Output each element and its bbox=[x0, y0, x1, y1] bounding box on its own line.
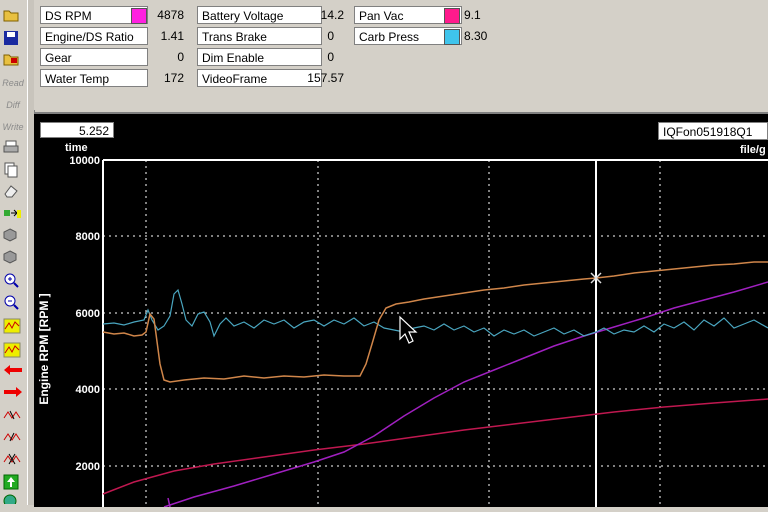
carb-press-trace bbox=[102, 288, 768, 338]
zoom-out-icon[interactable] bbox=[3, 294, 23, 312]
cursor-wave-icon[interactable] bbox=[3, 408, 23, 426]
channel-label-video-frame[interactable]: VideoFrame bbox=[197, 69, 322, 87]
channel-readout-panel: DS RPM 4878 Engine/DS Ratio 1.41 Gear 0 … bbox=[34, 0, 768, 110]
open-folder-icon[interactable] bbox=[3, 8, 23, 26]
arrow-left-icon[interactable] bbox=[3, 364, 23, 382]
horizontal-grid bbox=[103, 235, 768, 467]
hexagon-icon[interactable] bbox=[3, 228, 23, 246]
channel-label-water-temp[interactable]: Water Temp bbox=[40, 69, 148, 87]
zoom-in-icon[interactable] bbox=[3, 272, 23, 290]
green-up-icon[interactable] bbox=[3, 474, 23, 492]
y-tick-label: 4000 bbox=[76, 384, 100, 396]
channel-label-battery-voltage[interactable]: Battery Voltage bbox=[197, 6, 322, 24]
marker-x-icon[interactable] bbox=[3, 452, 23, 470]
channel-label-engine-ds-ratio[interactable]: Engine/DS Ratio bbox=[40, 27, 148, 45]
read-button[interactable]: Read bbox=[2, 78, 24, 88]
channel-value-dim-enable: 0 bbox=[327, 50, 334, 64]
y-tick-label: 10000 bbox=[69, 155, 100, 167]
channel-value-carb-press: 8.30 bbox=[464, 29, 488, 43]
channel-value-engine-ds-ratio: 1.41 bbox=[160, 29, 184, 43]
channel-value-ds-rpm: 4878 bbox=[157, 8, 184, 22]
ds-rpm-color-swatch[interactable] bbox=[131, 8, 147, 24]
move-right-icon[interactable] bbox=[3, 206, 23, 224]
channel-label-trans-brake[interactable]: Trans Brake bbox=[197, 27, 322, 45]
channel-label-ds-rpm[interactable]: DS RPM bbox=[40, 6, 148, 24]
cursor-marker-x-icon bbox=[590, 272, 602, 284]
left-toolbar: Read Diff Write bbox=[0, 0, 28, 505]
copy-icon[interactable] bbox=[3, 162, 23, 180]
write-button[interactable]: Write bbox=[2, 122, 24, 132]
mouse-pointer-icon bbox=[399, 315, 418, 344]
y-tick-label: 6000 bbox=[76, 308, 100, 320]
y-tick-label: 8000 bbox=[76, 231, 100, 243]
carb-press-color-swatch[interactable] bbox=[444, 29, 460, 45]
wave-y-icon[interactable] bbox=[3, 342, 23, 360]
channel-value-video-frame: 157.57 bbox=[307, 71, 344, 85]
channel-value-pan-vac: 9.1 bbox=[464, 8, 481, 22]
cursor-wave-alt-icon[interactable] bbox=[3, 430, 23, 448]
eraser-icon[interactable] bbox=[3, 184, 23, 202]
channel-label-gear[interactable]: Gear bbox=[40, 48, 148, 66]
file-name-field[interactable]: IQFon051918Q1 bbox=[658, 122, 768, 140]
data-plot-area[interactable]: 5.252 time IQFon051918Q1 file/g 10000 80… bbox=[34, 112, 768, 507]
y-axis-label: Engine RPM [RPM ] bbox=[37, 293, 51, 404]
engine-rpm-trace bbox=[102, 261, 768, 383]
hexagon-alt-icon[interactable] bbox=[3, 250, 23, 268]
wave-x-icon[interactable] bbox=[3, 318, 23, 336]
arrow-right-icon[interactable] bbox=[3, 386, 23, 404]
ds-rpm-trace bbox=[163, 281, 768, 507]
pan-vac-color-swatch[interactable] bbox=[444, 8, 460, 24]
diff-button[interactable]: Diff bbox=[6, 100, 20, 110]
y-tick-label: 2000 bbox=[76, 461, 100, 473]
globe-icon[interactable] bbox=[3, 494, 23, 512]
channel-value-gear: 0 bbox=[177, 50, 184, 64]
open-red-icon[interactable] bbox=[3, 52, 23, 70]
channel-value-battery-voltage: 14.2 bbox=[320, 8, 344, 22]
channel-value-water-temp: 172 bbox=[163, 71, 184, 85]
channel-value-trans-brake: 0 bbox=[327, 29, 334, 43]
channel-label-dim-enable[interactable]: Dim Enable bbox=[197, 48, 322, 66]
channel-label-carb-press[interactable]: Carb Press bbox=[354, 27, 462, 45]
time-axis-label: time bbox=[65, 142, 88, 154]
save-disk-icon[interactable] bbox=[3, 30, 23, 48]
plot-canvas[interactable]: 10000 8000 6000 4000 2000 Engine RPM [RP… bbox=[34, 114, 768, 507]
print-icon[interactable] bbox=[3, 140, 23, 158]
time-readout-field[interactable]: 5.252 bbox=[40, 122, 114, 138]
file-label: file/g bbox=[740, 144, 766, 156]
pan-vac-trace bbox=[102, 398, 768, 495]
channel-label-pan-vac[interactable]: Pan Vac bbox=[354, 6, 462, 24]
